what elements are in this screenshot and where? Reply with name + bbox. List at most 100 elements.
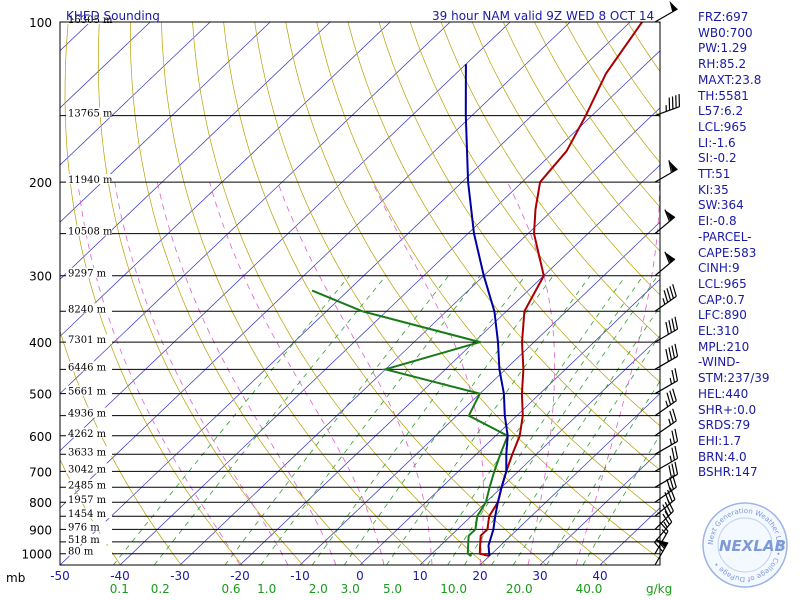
mixing-ratio-line (582, 433, 660, 565)
height-label: 6446 m (68, 362, 107, 373)
dry-adiabat (130, 22, 365, 565)
index-item: CAP:0.7 (698, 292, 745, 307)
x-tick-label: -30 (170, 569, 190, 583)
mixing-ratio-line (386, 275, 591, 565)
isotherm (60, 22, 391, 337)
dry-adiabat (285, 22, 660, 560)
height-label: 11940 m (68, 175, 113, 186)
dry-adiabat (223, 22, 547, 565)
height-label-bg (66, 479, 112, 490)
index-item: SRDS:79 (698, 418, 751, 433)
index-item: -PARCEL- (698, 229, 752, 244)
index-item: HEL:440 (698, 386, 749, 401)
index-item: EI:-0.8 (698, 214, 737, 229)
index-item: BSHR:147 (698, 465, 758, 480)
height-label: 80 m (68, 547, 94, 558)
chart-title: KHED Sounding (66, 9, 160, 23)
logo-ring (702, 502, 788, 588)
mixing-ratio-line (512, 334, 660, 565)
x-tick-label: 10 (412, 569, 427, 583)
background-lines (60, 22, 660, 565)
height-label: 4262 m (68, 429, 107, 440)
wind-barb (654, 499, 674, 530)
y-tick-label: 500 (29, 388, 52, 402)
wind-barb (654, 408, 677, 437)
mixing-ratio-label: 0.6 (221, 582, 240, 596)
mixing-ratio-line (224, 275, 449, 565)
height-label-bg (66, 533, 112, 544)
index-item: WB0:700 (698, 25, 753, 40)
index-item: RH:85.2 (698, 57, 747, 72)
height-label-bg (66, 174, 112, 185)
height-label-bg (66, 508, 112, 519)
mixing-ratio-line (427, 275, 627, 565)
mixing-ratio-line (546, 380, 660, 565)
isotherm (60, 22, 331, 280)
isotherm (60, 22, 511, 452)
height-label-bg (66, 225, 112, 236)
sounding-indices: FRZ:697 WB0:700 PW:1.29 RH:85.2 MAXT:23.8 TH:… (698, 10, 770, 481)
x-tick-label: -50 (50, 569, 70, 583)
wind-barb (654, 487, 676, 517)
isotherm (419, 335, 660, 565)
index-item: MAXT:23.8 (698, 72, 762, 87)
index-item: TH:5581 (698, 88, 749, 103)
y-tick-label: 800 (29, 496, 52, 510)
dry-adiabat (440, 22, 660, 340)
chart-subtitle: 39 hour NAM valid 9Z WED 8 OCT 14 (432, 9, 654, 23)
mixing-ratio-unit: g/kg (646, 582, 672, 596)
moist-adiabat (156, 182, 337, 565)
y-axis-label: mb (6, 571, 25, 585)
moist-adiabat (114, 182, 289, 565)
dry-adiabat (347, 22, 660, 471)
index-item: LCL:965 (698, 276, 747, 291)
height-label-bg (66, 407, 112, 418)
mixing-ratio-label: 1.0 (257, 582, 276, 596)
height-label: 518 m (68, 535, 100, 546)
wind-barb (654, 388, 677, 417)
height-label-bg (66, 107, 112, 118)
y-tick-label: 900 (29, 523, 52, 537)
x-tick-label: -10 (290, 569, 310, 583)
plot-frame (59, 21, 661, 566)
mixing-ratio-line (260, 275, 481, 565)
moist-adiabat (507, 181, 555, 565)
mixing-ratio-line (112, 275, 350, 565)
index-item: BRN:4.0 (698, 449, 747, 464)
mixing-ratio-label: 20.0 (506, 582, 533, 596)
moist-adiabat (575, 182, 660, 565)
height-label-bg (66, 545, 112, 556)
height-label: 976 m (68, 522, 100, 533)
height-label-bg (66, 427, 112, 438)
height-labels: 16305 m 13765 m 11940 m 10508 m 9297 m 8240 m… (66, 14, 113, 558)
x-tick-label: 30 (532, 569, 547, 583)
wind-barb (654, 209, 676, 235)
wind-barb (654, 368, 679, 395)
height-label: 7301 m (68, 335, 107, 346)
isotherm (239, 164, 660, 565)
index-item: FRZ:697 (698, 10, 749, 24)
mixing-ratio-line (491, 306, 660, 565)
x-tick-label: 40 (592, 569, 607, 583)
wind-barb (654, 343, 679, 370)
dewpoint-line (311, 289, 509, 557)
index-item: SI:-0.2 (698, 151, 737, 166)
dry-adiabat (192, 22, 486, 565)
isotherm (60, 22, 631, 565)
isotherm (119, 50, 660, 565)
height-label: 9297 m (68, 269, 107, 280)
wind-barb (654, 94, 681, 117)
isotherm (179, 107, 660, 565)
height-label-bg (66, 303, 112, 314)
height-label: 3042 m (68, 464, 107, 475)
dry-adiabat (378, 22, 660, 427)
y-tick-label: 200 (29, 176, 52, 190)
index-item: KI:35 (698, 182, 729, 197)
dry-adiabat (316, 22, 660, 515)
dry-adiabat (60, 329, 182, 565)
isotherm (479, 393, 660, 565)
mixing-ratio-label: 10.0 (440, 582, 467, 596)
logo-text: NEXLAB (719, 537, 786, 555)
height-label-bg (66, 267, 112, 278)
